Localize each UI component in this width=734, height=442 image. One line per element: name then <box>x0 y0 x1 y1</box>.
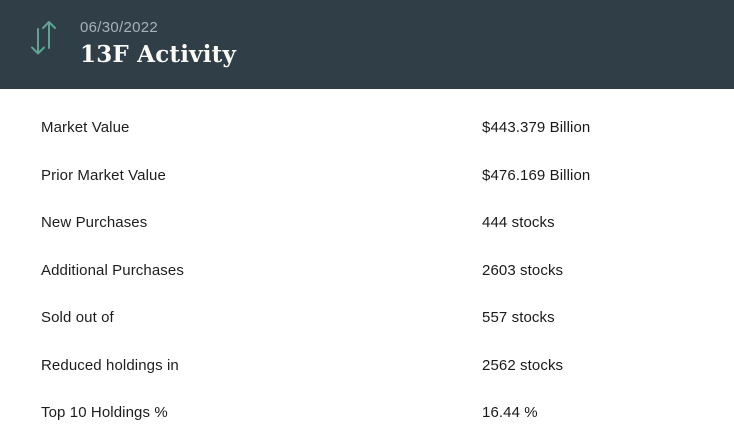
table-row-prior-market-value: Prior Market Value $476.169 Billion <box>0 152 734 200</box>
page-title: 13F Activity <box>80 41 237 68</box>
row-label: New Purchases <box>41 214 148 232</box>
row-value: 2603 stocks <box>482 261 564 279</box>
row-value: 557 stocks <box>482 309 555 327</box>
report-date: 06/30/2022 <box>80 19 159 36</box>
table-row-sold-out-of: Sold out of 557 stocks <box>0 294 734 342</box>
table-row-market-value: Market Value $443.379 Billion <box>0 104 734 152</box>
row-label: Additional Purchases <box>41 261 184 279</box>
header-text-block: 06/30/2022 13F Activity <box>58 0 236 67</box>
table-row-top10-holdings-pct: Top 10 Holdings % 16.44 % <box>0 389 734 437</box>
row-value: 2562 stocks <box>482 356 564 374</box>
table-row-additional-purchases: Additional Purchases 2603 stocks <box>0 247 734 295</box>
panel-header: 06/30/2022 13F Activity <box>0 0 734 89</box>
row-label: Prior Market Value <box>41 166 166 184</box>
row-label: Market Value <box>41 119 130 137</box>
sort-toggle-button[interactable] <box>0 0 58 63</box>
activity-rows: Market Value $443.379 Billion Prior Mark… <box>0 89 734 437</box>
table-row-reduced-holdings: Reduced holdings in 2562 stocks <box>0 342 734 390</box>
row-value: $476.169 Billion <box>482 166 591 184</box>
table-row-new-purchases: New Purchases 444 stocks <box>0 199 734 247</box>
up-down-arrows-icon <box>30 21 58 62</box>
row-label: Reduced holdings in <box>41 356 179 374</box>
row-label: Sold out of <box>41 309 114 327</box>
row-value: $443.379 Billion <box>482 119 591 137</box>
row-value: 16.44 % <box>482 404 538 422</box>
row-value: 444 stocks <box>482 214 555 232</box>
row-label: Top 10 Holdings % <box>41 404 168 422</box>
